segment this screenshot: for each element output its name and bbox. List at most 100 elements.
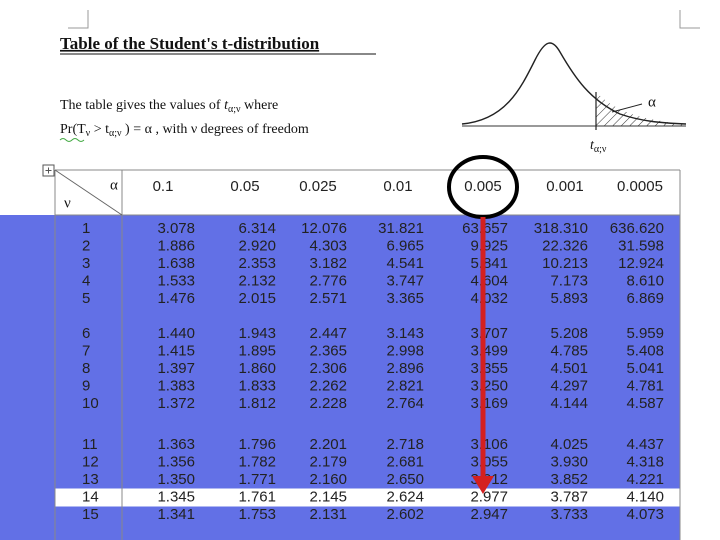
table-cell: 1.771 <box>238 471 276 488</box>
table-cell: 1.415 <box>157 342 195 359</box>
table-cell: 3.499 <box>470 342 508 359</box>
table-cell: 4.221 <box>626 471 664 488</box>
table-cell: 636.620 <box>610 220 664 237</box>
table-cell: 1.476 <box>157 290 195 307</box>
table-cell: 1.895 <box>238 342 276 359</box>
table-cell: 3.143 <box>386 325 424 342</box>
table-cell: 3.106 <box>470 436 508 453</box>
table-cell: 31.821 <box>378 220 424 237</box>
table-cell: 3.852 <box>550 471 588 488</box>
table-cell: 3.182 <box>309 255 347 272</box>
column-header: 0.001 <box>546 178 584 195</box>
table-cell: 1.943 <box>238 325 276 342</box>
column-header: 0.025 <box>299 178 337 195</box>
intro-symbol: t <box>224 98 229 113</box>
row-label: 14 <box>82 488 99 505</box>
table-cell: 2.179 <box>309 453 347 470</box>
table-cell: 3.365 <box>386 290 424 307</box>
table-cell: 1.350 <box>157 471 195 488</box>
row-label: 8 <box>82 360 90 377</box>
table-cell: 5.841 <box>470 255 508 272</box>
table-cell: 5.408 <box>626 342 664 359</box>
table-cell: 1.345 <box>157 488 195 505</box>
table-cell: 2.920 <box>238 237 276 254</box>
table-cell: 2.896 <box>386 360 424 377</box>
row-label: 15 <box>82 506 99 523</box>
table-cell: 1.356 <box>157 453 195 470</box>
table-cell: 2.262 <box>309 377 347 394</box>
table-cell: 1.796 <box>238 436 276 453</box>
intro-subscript: α;ν <box>228 104 241 115</box>
table-cell: 4.073 <box>626 506 664 523</box>
table-cell: 4.437 <box>626 436 664 453</box>
intro-subscript: α;ν <box>109 128 122 139</box>
column-header: 0.1 <box>153 178 174 195</box>
table-cell: 4.303 <box>309 237 347 254</box>
row-label: 4 <box>82 272 90 289</box>
row-label: 2 <box>82 237 90 254</box>
density-curve <box>461 42 687 125</box>
table-cell: 1.638 <box>157 255 195 272</box>
corner-diagonal <box>54 169 123 216</box>
row-label: 9 <box>82 377 90 394</box>
row-label: 3 <box>82 255 90 272</box>
alpha-pointer <box>611 103 643 113</box>
table-cell: 2.947 <box>470 506 508 523</box>
table-cell: 2.571 <box>309 290 347 307</box>
table-cell: 2.228 <box>309 395 347 412</box>
intro-line: Pr(Tν > tα;ν ) = α , with ν degrees of f… <box>60 122 309 139</box>
table-cell: 31.598 <box>618 237 664 254</box>
row-label: 7 <box>82 342 90 359</box>
corner-alpha: α <box>110 177 118 193</box>
table-cell: 7.173 <box>550 272 588 289</box>
t-label: tα;ν <box>590 138 607 155</box>
table-cell: 3.707 <box>470 325 508 342</box>
table-cell: 3.078 <box>157 220 195 237</box>
unselected-row <box>55 488 680 507</box>
table-cell: 2.306 <box>309 360 347 377</box>
table-cell: 3.169 <box>470 395 508 412</box>
intro-text: > t <box>90 122 109 137</box>
table-cell: 1.761 <box>238 488 276 505</box>
table-cell: 12.924 <box>618 255 664 272</box>
table-cell: 2.821 <box>386 377 424 394</box>
selection-highlight <box>0 215 680 540</box>
table-cell: 10.213 <box>542 255 588 272</box>
row-label: 1 <box>82 220 90 237</box>
table-cell: 2.624 <box>386 488 424 505</box>
table-cell: 6.869 <box>626 290 664 307</box>
table-cell: 2.998 <box>386 342 424 359</box>
table-cell: 5.893 <box>550 290 588 307</box>
table-cell: 1.397 <box>157 360 195 377</box>
table-cell: 12.076 <box>301 220 347 237</box>
table-cell: 22.326 <box>542 237 588 254</box>
intro-line: The table gives the values of tα;ν where <box>60 98 278 115</box>
table-cell: 2.131 <box>309 506 347 523</box>
table-cell: 1.341 <box>157 506 195 523</box>
table-cell: 3.930 <box>550 453 588 470</box>
table-cell: 4.604 <box>470 272 508 289</box>
table-cell: 2.718 <box>386 436 424 453</box>
intro-text: ) = α , with ν degrees of freedom <box>122 122 309 137</box>
table-cell: 5.208 <box>550 325 588 342</box>
table-cell: 6.965 <box>386 237 424 254</box>
table-cell: 3.733 <box>550 506 588 523</box>
table-cell: 4.781 <box>626 377 664 394</box>
row-label: 13 <box>82 471 99 488</box>
table-cell: 2.145 <box>309 488 347 505</box>
table-cell: 8.610 <box>626 272 664 289</box>
intro-subscript: ν <box>86 128 91 139</box>
intro-text: The table gives the values of <box>60 98 224 113</box>
table-cell: 1.782 <box>238 453 276 470</box>
table-cell: 1.860 <box>238 360 276 377</box>
table-cell: 4.025 <box>550 436 588 453</box>
corner-mark <box>68 10 89 29</box>
table-cell: 4.140 <box>626 488 664 505</box>
row-label: 10 <box>82 395 99 412</box>
arrow-head <box>472 476 494 494</box>
corner-nu: ν <box>64 195 71 211</box>
spell-underline <box>59 138 85 142</box>
alpha-label: α <box>648 94 656 110</box>
table-cell: 3.355 <box>470 360 508 377</box>
